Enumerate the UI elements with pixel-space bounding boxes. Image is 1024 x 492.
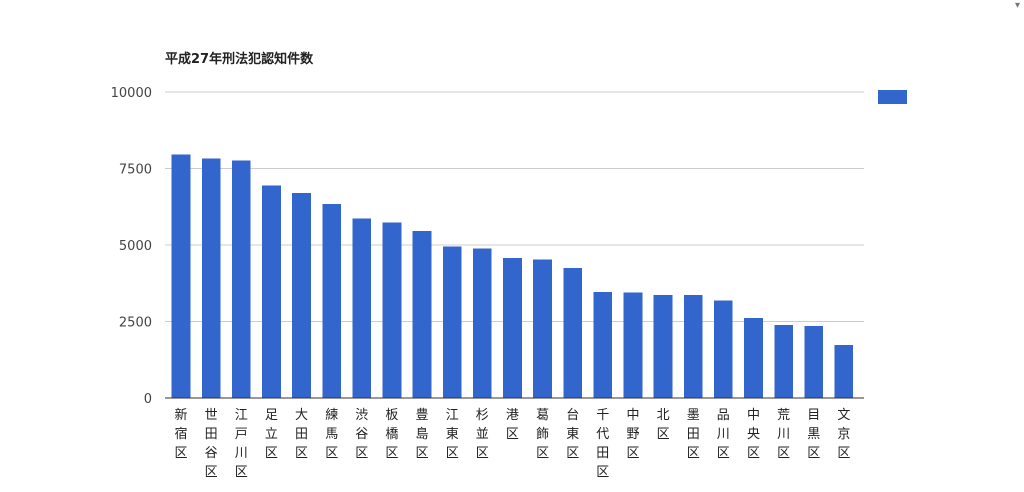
x-axis-tick-labels: 新宿区 世田谷区 江戸川区 足立区 大田区 練馬区 渋谷区 板橋区 豊島区 江東区 杉並区 港区 葛飾区…	[174, 407, 850, 480]
bar[interactable]	[533, 259, 552, 398]
bar[interactable]	[412, 231, 432, 398]
x-tick-label: 足立区	[265, 408, 278, 461]
bar[interactable]	[473, 248, 492, 398]
x-tick-label: 品川区	[717, 408, 730, 461]
x-tick-label: 練馬区	[325, 408, 338, 461]
bar[interactable]	[653, 295, 673, 398]
bar[interactable]	[774, 324, 793, 398]
x-tick-label: 港区	[506, 408, 519, 442]
x-tick-label: 文京区	[837, 408, 850, 461]
bar[interactable]	[171, 154, 191, 398]
bar[interactable]	[683, 294, 703, 398]
bar[interactable]	[563, 268, 583, 398]
legend-swatch[interactable]	[878, 90, 907, 104]
x-tick-label: 大田区	[295, 408, 308, 461]
x-tick-label: 渋谷区	[355, 408, 368, 461]
x-tick-label: 江東区	[446, 408, 459, 461]
bar[interactable]	[292, 193, 311, 398]
bar[interactable]	[352, 218, 372, 398]
bar[interactable]	[201, 158, 221, 398]
x-tick-label: 目黒区	[807, 408, 820, 461]
y-tick-label: 0	[144, 392, 152, 407]
x-tick-label: 新宿区	[174, 407, 187, 461]
x-tick-label: 世田谷区	[205, 408, 218, 480]
x-tick-label: 中央区	[747, 408, 760, 461]
y-axis-tick-labels: 0 2500 5000 7500 10000	[111, 86, 152, 407]
bar[interactable]	[623, 292, 643, 398]
bar[interactable]	[382, 222, 402, 398]
bar[interactable]	[322, 204, 341, 398]
bar[interactable]	[503, 258, 522, 398]
bar[interactable]	[442, 246, 462, 399]
x-tick-label: 江戸川区	[235, 408, 248, 480]
x-tick-label: 杉並区	[476, 408, 489, 461]
bar[interactable]	[804, 325, 824, 398]
x-tick-label: 北区	[657, 408, 670, 442]
bar[interactable]	[231, 160, 251, 399]
bar[interactable]	[744, 318, 763, 398]
x-tick-label: 台東区	[566, 408, 579, 461]
bars	[171, 154, 854, 399]
bar[interactable]	[834, 345, 854, 398]
chart-title: 平成27年刑法犯認知件数	[165, 51, 314, 67]
x-tick-label: 墨田区	[687, 408, 700, 461]
x-tick-label: 千代田区	[596, 408, 609, 480]
x-tick-label: 葛飾区	[536, 408, 549, 461]
y-tick-label: 5000	[119, 239, 152, 254]
x-tick-label: 豊島区	[415, 408, 428, 461]
x-tick-label: 板橋区	[385, 408, 398, 461]
bar[interactable]	[262, 185, 281, 398]
bar[interactable]	[593, 292, 613, 398]
bar[interactable]	[714, 300, 733, 398]
y-tick-label: 2500	[119, 316, 152, 331]
y-tick-label: 7500	[119, 163, 152, 178]
x-tick-label: 荒川区	[777, 408, 790, 461]
window-menu-icon[interactable]: ▾	[1014, 0, 1020, 11]
y-tick-label: 10000	[111, 86, 152, 101]
x-tick-label: 中野区	[626, 408, 639, 461]
